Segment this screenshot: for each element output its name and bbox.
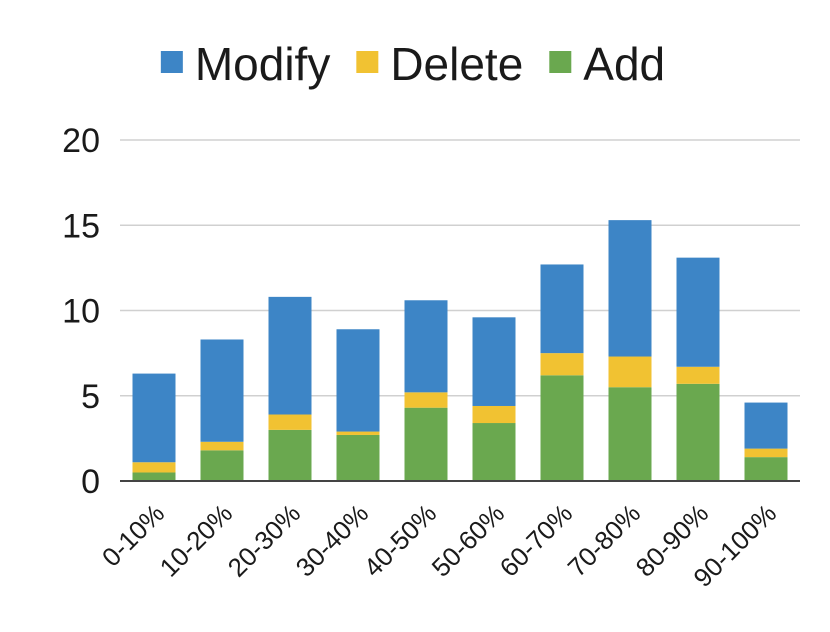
bar-modify-40-50	[404, 300, 448, 393]
bar-delete-0-10	[132, 462, 176, 473]
bar-add-30-40	[336, 434, 380, 481]
bar-delete-60-70	[540, 353, 584, 376]
bar-delete-10-20	[200, 441, 244, 451]
bar-delete-20-30	[268, 414, 312, 430]
x-tick-label: 40-50%	[358, 498, 443, 583]
x-tick-label: 70-80%	[562, 498, 647, 583]
x-tick-label: 30-40%	[290, 498, 375, 583]
y-tick-label: 0	[81, 463, 100, 501]
x-tick-label: 20-30%	[222, 498, 307, 583]
bar-add-0-10	[132, 472, 176, 481]
legend-label-delete: Delete	[390, 38, 523, 90]
x-tick-label: 60-70%	[494, 498, 579, 583]
y-tick-label: 20	[62, 122, 100, 160]
bar-add-90-100	[744, 457, 788, 481]
bar-delete-30-40	[336, 431, 380, 435]
x-tick-label: 50-60%	[426, 498, 511, 583]
bar-modify-0-10	[132, 373, 176, 463]
legend-label-add: Add	[583, 38, 665, 90]
bar-add-40-50	[404, 407, 448, 481]
y-tick-label: 15	[62, 207, 100, 245]
bar-modify-70-80	[608, 220, 652, 357]
bar-add-10-20	[200, 450, 244, 481]
y-axis-ticks: 0 5 10 15 20	[62, 122, 100, 501]
bar-modify-30-40	[336, 329, 380, 432]
legend-item-modify: Modify	[160, 38, 330, 90]
bar-delete-70-80	[608, 356, 652, 388]
bar-add-50-60	[472, 423, 516, 481]
bar-add-80-90	[676, 383, 720, 481]
bar-add-20-30	[268, 429, 312, 481]
legend-item-add: Add	[549, 38, 665, 90]
bar-modify-60-70	[540, 264, 584, 354]
legend-item-delete: Delete	[356, 38, 523, 90]
bar-delete-40-50	[404, 392, 448, 408]
legend-swatch-add	[549, 51, 572, 73]
y-tick-label: 10	[62, 293, 100, 331]
bar-delete-80-90	[676, 366, 720, 384]
legend-label-modify: Modify	[195, 38, 330, 90]
bar-add-70-80	[608, 387, 652, 481]
x-tick-label: 10-20%	[154, 498, 239, 583]
bar-delete-50-60	[472, 405, 516, 424]
bar-modify-10-20	[200, 339, 244, 442]
bar-delete-90-100	[744, 448, 788, 458]
y-tick-label: 5	[81, 378, 100, 416]
legend-swatch-delete	[356, 51, 379, 73]
bar-modify-20-30	[268, 296, 312, 415]
bar-modify-90-100	[744, 402, 788, 449]
legend: Modify Delete Add	[160, 38, 665, 90]
x-axis-ticks: 0-10%10-20%20-30%30-40%40-50%50-60%60-70…	[96, 498, 782, 593]
legend-swatch-modify	[160, 51, 183, 73]
bars	[132, 220, 788, 481]
bar-add-60-70	[540, 375, 584, 481]
bar-modify-50-60	[472, 317, 516, 406]
bar-modify-80-90	[676, 257, 720, 367]
